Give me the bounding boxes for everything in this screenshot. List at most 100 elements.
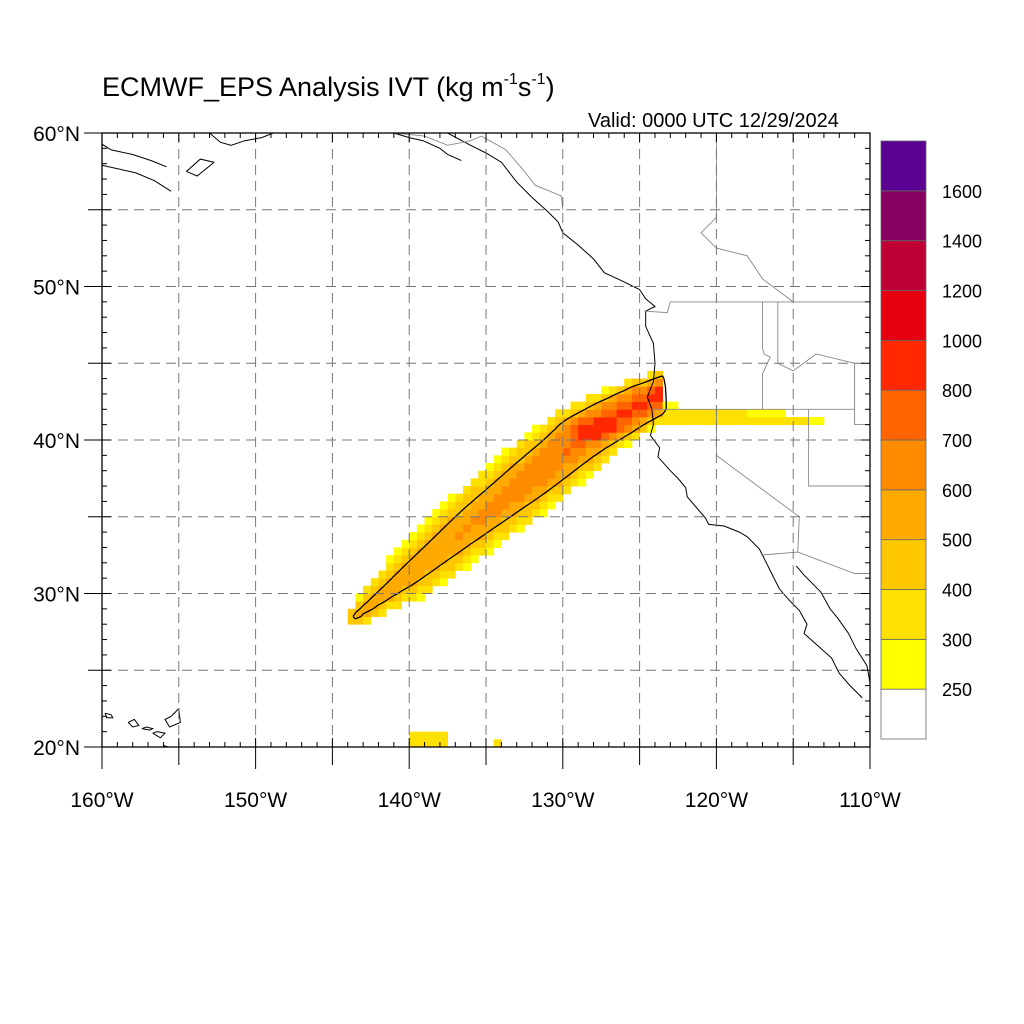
ivt-cell <box>601 409 610 418</box>
ivt-cell <box>524 478 533 487</box>
ivt-cell <box>762 409 771 418</box>
ivt-cell <box>470 516 479 525</box>
ivt-cell <box>670 409 679 418</box>
ivt-cell <box>524 486 533 495</box>
ivt-cell <box>401 585 410 594</box>
ivt-cell <box>578 470 587 479</box>
ivt-cell <box>608 447 617 456</box>
ivt-cell <box>539 486 548 495</box>
ivt-cell <box>555 470 564 479</box>
title-exponent-2: -1 <box>531 71 546 88</box>
colorbar: 250 300 400 500 600 700 800 1000 1200 1400 1600 <box>880 140 982 740</box>
coastline <box>104 712 114 719</box>
ivt-cell <box>585 393 594 403</box>
ivt-cell <box>493 539 502 548</box>
gridlines <box>102 133 870 747</box>
ivt-cell <box>562 455 571 464</box>
ivt-cell <box>486 524 495 533</box>
ivt-cell <box>662 409 671 418</box>
ivt-cell <box>785 416 794 426</box>
political-border <box>700 133 794 303</box>
ivt-cell <box>439 555 448 564</box>
x-tick-label: 140°W <box>378 789 441 812</box>
ivt-cell <box>378 578 387 587</box>
ivt-cell <box>462 493 472 502</box>
ivt-cell <box>555 409 564 418</box>
ivt-cell <box>624 401 633 410</box>
ivt-cell <box>578 455 587 464</box>
ivt-cell <box>432 509 441 518</box>
y-axis-labels: 60°N 50°N 40°N 30°N 20°N <box>33 123 80 760</box>
ivt-cell <box>562 409 571 418</box>
coastline <box>447 133 863 699</box>
ivt-cell <box>616 440 625 449</box>
ivt-cell <box>455 562 464 571</box>
ivt-cell <box>562 478 571 487</box>
coastline <box>209 133 275 146</box>
ivt-cell <box>639 424 648 433</box>
ivt-cell <box>370 601 379 610</box>
ivt-cell <box>585 416 594 426</box>
ivt-cell <box>401 593 410 602</box>
coastline <box>164 708 181 728</box>
ivt-cell <box>432 731 441 740</box>
ivt-cell <box>439 501 448 510</box>
ivt-cell <box>647 409 656 418</box>
colorbar-swatch <box>880 240 927 291</box>
ivt-cell <box>570 463 579 472</box>
ivt-cell <box>424 731 433 740</box>
ivt-cell <box>547 501 556 510</box>
ivt-cell <box>777 416 786 426</box>
ivt-cell <box>432 539 441 548</box>
ivt-cell <box>424 578 433 587</box>
colorbar-label: 1000 <box>942 331 982 351</box>
ivt-cell <box>616 424 625 433</box>
ivt-cell <box>409 731 418 740</box>
ivt-cell <box>593 393 602 403</box>
coastline <box>152 731 167 739</box>
ivt-cell <box>432 524 441 533</box>
ivt-cell <box>439 739 448 747</box>
ivt-cell <box>555 493 564 502</box>
y-tick-label: 40°N <box>33 430 80 453</box>
ivt-cell <box>393 593 402 602</box>
ivt-cell <box>501 486 510 495</box>
ivt-cell <box>724 409 733 418</box>
ivt-cell <box>601 416 610 426</box>
ivt-cell <box>555 416 564 426</box>
ivt-cell <box>378 601 387 610</box>
ivt-cell <box>562 470 571 479</box>
ivt-cell <box>432 739 441 747</box>
ivt-cell <box>493 524 502 533</box>
ivt-cell <box>578 463 587 472</box>
ivt-cell <box>386 555 395 564</box>
axis-ticks <box>84 132 871 769</box>
ivt-cell <box>509 463 518 472</box>
ivt-cell <box>593 447 602 456</box>
x-tick-label: 120°W <box>685 789 748 812</box>
ivt-cell <box>532 447 541 456</box>
ivt-cell <box>393 562 402 571</box>
ivt-cell <box>631 432 640 441</box>
ivt-cell <box>370 593 379 602</box>
ivt-cell <box>593 455 602 464</box>
ivt-cell <box>424 539 433 548</box>
colorbar-swatch <box>880 638 927 690</box>
ivt-cell <box>516 493 525 502</box>
ivt-cell <box>631 393 640 403</box>
ivt-cell <box>570 440 579 449</box>
ivt-cell <box>685 409 694 418</box>
ivt-cell <box>532 501 541 510</box>
ivt-cell <box>493 501 502 510</box>
ivt-cell <box>439 516 448 525</box>
ivt-cell <box>416 585 425 594</box>
ivt-cell <box>401 570 410 579</box>
ivt-cell <box>616 432 625 441</box>
ivt-cell <box>516 478 525 487</box>
ivt-cell <box>585 424 594 433</box>
ivt-cell <box>532 486 541 495</box>
ivt-cell <box>478 470 487 479</box>
ivt-cell <box>493 532 502 541</box>
ivt-cell <box>532 493 541 502</box>
ivt-cell <box>524 463 533 472</box>
